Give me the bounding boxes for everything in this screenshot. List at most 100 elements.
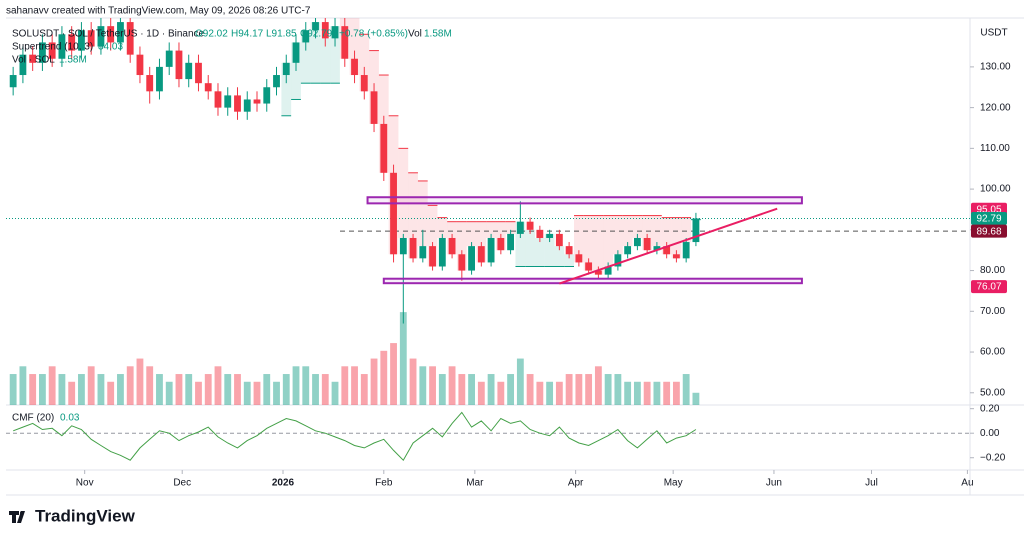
volume-bar: [341, 366, 349, 405]
main-pane: [6, 18, 970, 405]
candle-body: [292, 42, 300, 63]
supertrend-name: Supertrend (10, 3): [12, 42, 93, 53]
candle-body: [409, 237, 417, 259]
supertrend-fill: [632, 215, 643, 238]
volume-bar: [87, 366, 95, 405]
supertrend-fill: [681, 217, 692, 243]
candle-body: [253, 99, 261, 104]
volume-bar: [195, 381, 202, 405]
x-tick-label: Dec: [173, 478, 191, 489]
volume-bar: [263, 374, 271, 405]
candle-body: [516, 221, 524, 234]
cmf-tick-label: 0.00: [980, 428, 1000, 439]
candle-body: [624, 246, 632, 255]
volume-bar: [126, 366, 134, 405]
supertrend-fill: [310, 22, 321, 84]
candle-body: [48, 42, 56, 59]
x-tick-label: 2026: [272, 478, 295, 489]
candle-body: [29, 54, 37, 63]
volume-bar: [370, 358, 378, 405]
candle-body: [487, 237, 495, 263]
price-label: 89.68: [976, 226, 1001, 237]
y-tick-label: 120.00: [980, 102, 1011, 113]
volume-bar: [58, 374, 66, 405]
price-label: 92.79: [976, 214, 1001, 225]
credit: sahanavv created with TradingView.com, M…: [6, 6, 311, 17]
supertrend-fill: [505, 221, 516, 234]
volume-bar: [273, 381, 280, 405]
supertrend-fill: [281, 62, 292, 116]
volume-bar: [243, 381, 251, 405]
candle-body: [224, 95, 232, 108]
candle-body: [360, 75, 368, 92]
candle-body: [526, 221, 534, 230]
volume-bar: [312, 374, 319, 405]
candle-body: [682, 242, 690, 259]
volume-bar: [39, 374, 46, 405]
price-label: 95.05: [976, 204, 1001, 215]
volume-bar: [331, 381, 339, 405]
supertrend-fill: [408, 172, 418, 259]
y-tick-label: 80.00: [980, 265, 1005, 276]
candle-body: [458, 254, 466, 271]
candle-body: [302, 30, 310, 43]
x-tick-label: Feb: [375, 478, 393, 489]
candle-body: [165, 50, 173, 67]
volume-bar: [204, 374, 212, 405]
volume-bar: [497, 381, 505, 405]
y-tick-label: 70.00: [980, 306, 1005, 317]
x-tick-label: Apr: [568, 478, 584, 489]
x-tick-label: Mar: [466, 478, 484, 489]
supertrend-fill: [573, 215, 584, 263]
volume-bar: [419, 366, 427, 405]
supertrend-fill: [515, 221, 526, 267]
candle-body: [438, 237, 446, 267]
ohlc-open: O92.02: [195, 29, 228, 40]
symbol: SOLUSDT · SOL / TetherUS · 1D · Binance: [12, 29, 205, 40]
candle-body: [78, 30, 85, 51]
ohlc-high: H94.17: [231, 29, 264, 40]
supertrend-fill: [349, 18, 360, 76]
y-tick-label: 110.00: [980, 143, 1010, 154]
volume-bar: [175, 374, 183, 405]
supertrend-fill: [466, 221, 477, 247]
candle-body: [653, 246, 661, 251]
candle-body: [175, 50, 183, 80]
candle-body: [614, 254, 622, 267]
candle-body: [663, 246, 671, 255]
candle-body: [390, 172, 397, 255]
candle-body: [497, 237, 505, 251]
candle-body: [9, 75, 17, 88]
supertrend-fill: [554, 246, 565, 267]
supertrend-fill: [320, 38, 331, 84]
candle-body: [185, 62, 193, 80]
x-tick-label: May: [664, 478, 683, 489]
supertrend-fill: [622, 215, 633, 247]
candle-body: [68, 34, 76, 51]
candle-body: [117, 22, 124, 43]
supertrend-fill: [671, 217, 682, 259]
volume-bar: [536, 381, 544, 405]
y-tick-label: 130.00: [980, 62, 1011, 73]
volume-bar: [614, 374, 622, 405]
cmf-value: 0.03: [60, 413, 80, 424]
volume-name: Vol · SOL: [12, 55, 55, 66]
candle-body: [555, 233, 563, 247]
volume-bar: [302, 366, 310, 405]
volume-bar: [29, 374, 37, 405]
candle-body: [585, 262, 593, 271]
volume-bar: [546, 381, 554, 405]
ohlc-change: +0.78 (+0.85%): [339, 29, 408, 40]
volume-bar: [399, 312, 407, 405]
logo: TradingView: [9, 506, 136, 525]
supertrend-fill: [300, 30, 311, 84]
supertrend-fill: [603, 215, 614, 267]
volume-bar: [526, 374, 534, 405]
volume-bar: [117, 374, 124, 405]
volume-bar: [68, 381, 76, 405]
volume-bar: [9, 374, 17, 405]
volume-bar: [380, 350, 388, 405]
candle-body: [633, 237, 641, 247]
